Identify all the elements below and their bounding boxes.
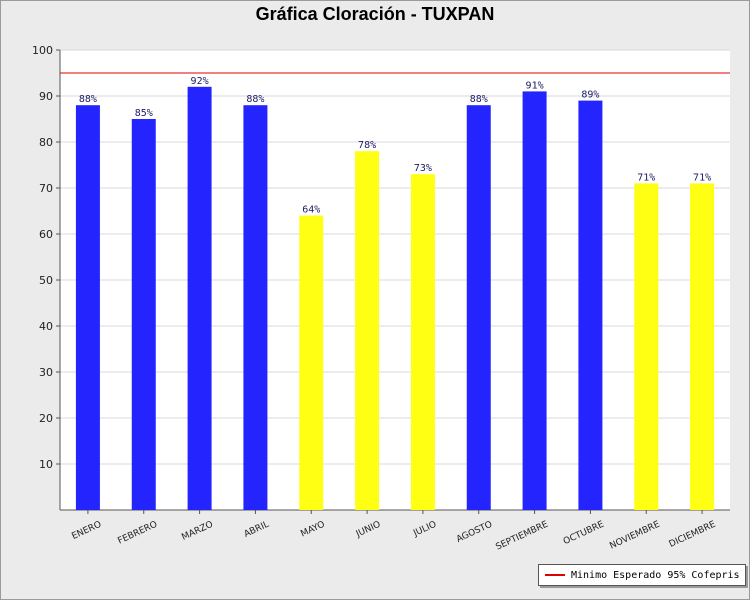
x-tick-label: JUNIO: [354, 520, 382, 540]
chart-title: Gráfica Cloración - TUXPAN: [255, 4, 495, 24]
bar-abril: [243, 105, 268, 510]
x-tick-label: ENERO: [70, 520, 103, 542]
y-tick-label: 10: [39, 458, 53, 471]
x-tick-label: AGOSTO: [455, 520, 494, 545]
data-label: 89%: [581, 90, 599, 101]
data-label: 71%: [637, 172, 655, 183]
bar-mayo: [299, 215, 324, 510]
x-tick-label: JULIO: [411, 520, 438, 540]
bar-agosto: [466, 105, 491, 510]
x-tick-label: ABRIL: [243, 520, 271, 540]
y-tick-label: 30: [39, 366, 53, 379]
bar-junio: [355, 151, 380, 510]
legend-label: Minimo Esperado 95% Cofepris: [571, 569, 740, 581]
data-label: 88%: [470, 94, 488, 105]
x-tick-label: DICIEMBRE: [668, 520, 718, 550]
data-label: 92%: [191, 76, 209, 87]
x-tick-label: OCTUBRE: [562, 520, 606, 548]
bar-noviembre: [634, 183, 659, 510]
data-label: 64%: [302, 205, 320, 216]
data-label: 91%: [526, 80, 544, 91]
y-tick-label: 100: [32, 44, 53, 57]
legend: Minimo Esperado 95% Cofepris: [538, 564, 746, 586]
data-label: 73%: [414, 163, 432, 174]
data-label: 71%: [693, 172, 711, 183]
bar-julio: [410, 174, 435, 510]
bar-octubre: [578, 100, 603, 510]
x-tick-label: SEPTIEMBRE: [494, 520, 550, 553]
y-tick-label: 90: [39, 90, 53, 103]
y-tick-label: 50: [39, 274, 53, 287]
data-label: 85%: [135, 108, 153, 119]
x-tick-label: FEBRERO: [116, 520, 159, 547]
y-tick-label: 60: [39, 228, 53, 241]
data-label: 78%: [358, 140, 376, 151]
bar-diciembre: [690, 183, 715, 510]
legend-line-swatch: [545, 574, 565, 576]
bar-marzo: [187, 86, 212, 511]
x-tick-label: MAYO: [299, 520, 326, 540]
data-label: 88%: [79, 94, 97, 105]
y-tick-label: 40: [39, 320, 53, 333]
y-tick-label: 20: [39, 412, 53, 425]
y-tick-label: 80: [39, 136, 53, 149]
x-tick-label: NOVIEMBRE: [608, 520, 661, 552]
bar-febrero: [131, 119, 156, 510]
data-label: 88%: [246, 94, 264, 105]
bar-enero: [75, 105, 100, 510]
y-tick-label: 70: [39, 182, 53, 195]
x-tick-label: MARZO: [180, 520, 215, 543]
bar-septiembre: [522, 91, 547, 511]
